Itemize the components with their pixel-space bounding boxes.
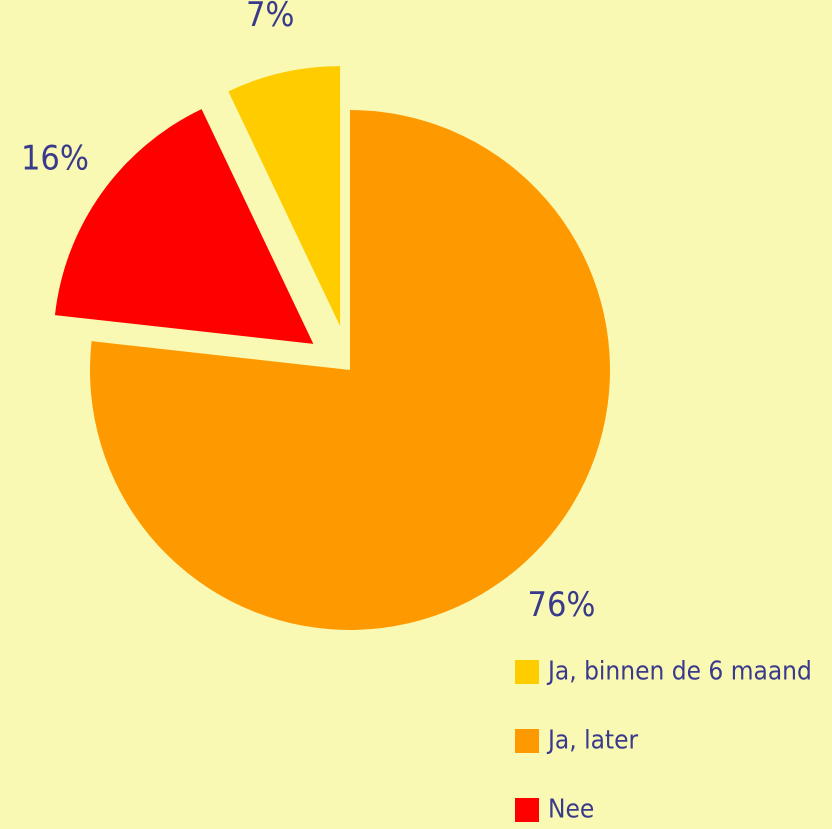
- legend-label: Ja, binnen de 6 maand: [546, 657, 812, 687]
- pie-slice: [89, 110, 610, 630]
- legend-label: Nee: [548, 795, 594, 825]
- data-label: 76%: [528, 585, 596, 625]
- pie-slice: [228, 66, 341, 327]
- legend-label: Ja, later: [546, 726, 638, 756]
- legend-swatch: [515, 729, 539, 753]
- data-label: 16%: [21, 138, 89, 178]
- legend-swatch: [515, 660, 539, 684]
- data-label: 7%: [246, 0, 295, 35]
- legend-swatch: [515, 798, 539, 822]
- pie-slice: [54, 109, 314, 344]
